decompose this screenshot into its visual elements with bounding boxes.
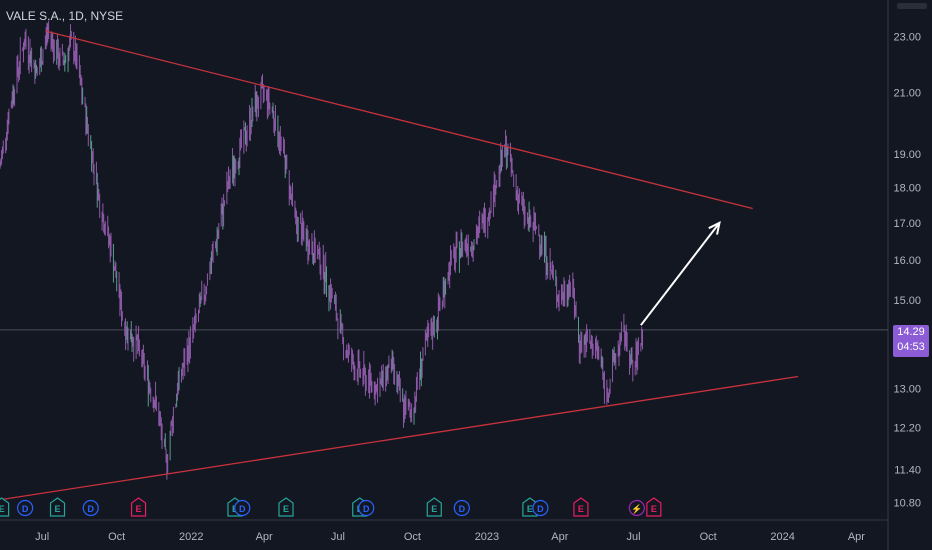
earnings-marker-label: E (527, 504, 533, 514)
y-tick-label: 17.00 (893, 218, 921, 230)
dividend-marker-label: D (537, 504, 544, 514)
dividend-marker-label: D (363, 504, 370, 514)
projection-arrow (640, 222, 721, 326)
dividend-marker-label: D (239, 504, 246, 514)
dividend-marker-shape (453, 499, 470, 517)
y-tick-label: 13.00 (893, 383, 921, 395)
earnings-marker: E (0, 497, 10, 517)
axis-layer: 23.00 21.00 19.00 18.00 17.00 16.00 15.00 13.00… (35, 31, 921, 543)
split-marker-shape (628, 499, 645, 517)
dividend-marker: D (82, 499, 99, 517)
earnings-marker: E (278, 497, 294, 517)
dividend-marker-label: D (87, 504, 94, 514)
split-marker-label: ⚡ (631, 503, 642, 515)
last-price-tag: 14.29 04:53 (893, 325, 929, 357)
earnings-marker-label: E (136, 504, 142, 514)
earnings-marker-shape (130, 497, 147, 517)
earnings-marker-shape (278, 497, 294, 517)
countdown-timer: 04:53 (897, 341, 925, 353)
y-tick-label: 18.00 (893, 183, 921, 195)
earnings-marker-label: E (0, 504, 5, 514)
x-tick-label: 2023 (475, 531, 499, 543)
earnings-marker-label: E (431, 504, 437, 514)
earnings-marker-label: E (55, 504, 61, 514)
x-tick-label: Oct (108, 531, 125, 543)
last-price-value: 14.29 (897, 326, 925, 338)
earnings-marker-label: E (578, 504, 584, 514)
grid-layer (0, 0, 889, 550)
dividend-marker-shape (234, 499, 251, 517)
dividend-marker-shape (17, 499, 34, 517)
earnings-marker-shape (646, 497, 662, 517)
y-tick-label: 23.00 (893, 31, 921, 43)
dividend-marker-label: D (459, 504, 466, 514)
earnings-marker-shape (426, 497, 442, 517)
x-tick-label: Jul (331, 531, 345, 543)
earnings-marker: E (130, 497, 147, 517)
dividend-marker: D (453, 499, 470, 517)
x-tick-label: Apr (256, 531, 273, 543)
dividend-marker-shape (532, 499, 549, 517)
x-tick-label: Jul (627, 531, 641, 543)
x-tick-label: Apr (551, 531, 568, 543)
candles-layer (0, 20, 644, 480)
earnings-marker: E (646, 497, 662, 517)
y-tick-label: 19.00 (893, 149, 921, 161)
x-tick-label: 2022 (179, 531, 203, 543)
dividend-marker: D (234, 499, 251, 517)
y-tick-label: 10.80 (893, 498, 921, 510)
chart-title: VALE S.A., 1D, NYSE (6, 9, 124, 23)
earnings-marker: E (573, 497, 589, 517)
x-tick-label: Oct (700, 531, 717, 543)
earnings-marker-label: E (651, 504, 657, 514)
x-tick-label: 2024 (770, 531, 794, 543)
y-tick-label: 15.00 (893, 295, 921, 307)
earnings-marker-shape (573, 497, 589, 517)
trendline (45, 30, 753, 210)
x-tick-label: Jul (35, 531, 49, 543)
dividend-marker-label: D (22, 504, 29, 514)
events-layer: EDEDEEDEEDEDEDE⚡E (0, 497, 662, 517)
earnings-marker-shape (0, 497, 10, 517)
y-tick-label: 12.20 (893, 422, 921, 434)
top-badge (897, 3, 927, 9)
earnings-marker: E (426, 497, 442, 517)
dividend-marker-shape (358, 499, 375, 517)
x-tick-label: Apr (848, 531, 865, 543)
earnings-marker: E (49, 497, 66, 517)
earnings-marker-label: E (283, 504, 289, 514)
dividend-marker: D (532, 499, 549, 517)
projection-arrowhead (708, 220, 721, 235)
y-tick-label: 21.00 (893, 87, 921, 99)
trendline-layer (0, 30, 799, 501)
y-tick-label: 16.00 (893, 255, 921, 267)
trendline (0, 375, 799, 501)
earnings-marker-shape (49, 497, 66, 517)
dividend-marker: D (358, 499, 375, 517)
split-marker: ⚡ (628, 499, 645, 517)
y-tick-label: 11.40 (894, 464, 921, 476)
x-tick-label: Oct (404, 531, 421, 543)
dividend-marker: D (17, 499, 34, 517)
dividend-marker-shape (82, 499, 99, 517)
